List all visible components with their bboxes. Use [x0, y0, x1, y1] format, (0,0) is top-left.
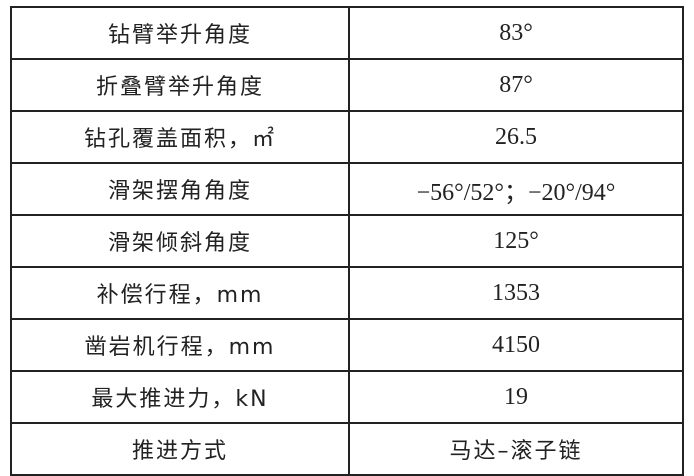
- table-row: 推进方式 马达–滚子链: [10, 422, 684, 476]
- table-row: 最大推进力，kN 19: [10, 370, 684, 424]
- param-cell: 钻臂举升角度: [10, 6, 350, 60]
- table-row: 滑架倾斜角度 125°: [10, 214, 684, 268]
- param-cell: 最大推进力，kN: [10, 370, 350, 424]
- table-row: 钻臂举升角度 83°: [10, 6, 684, 60]
- value-cell: 19: [348, 370, 684, 424]
- value-cell: 87°: [348, 58, 684, 112]
- param-cell: 滑架倾斜角度: [10, 214, 350, 268]
- spec-table: 钻臂举升角度 83° 折叠臂举升角度 87° 钻孔覆盖面积，㎡ 26.5 滑架摆角角度…: [10, 6, 684, 476]
- value-cell: 26.5: [348, 110, 684, 164]
- value-cell: 125°: [348, 214, 684, 268]
- param-cell: 推进方式: [10, 422, 350, 476]
- value-cell: 马达–滚子链: [348, 422, 684, 476]
- spec-table-body: 钻臂举升角度 83° 折叠臂举升角度 87° 钻孔覆盖面积，㎡ 26.5 滑架摆角角度…: [10, 6, 684, 476]
- table-row: 钻孔覆盖面积，㎡ 26.5: [10, 110, 684, 164]
- value-cell: 4150: [348, 318, 684, 372]
- param-cell: 补偿行程，mm: [10, 266, 350, 320]
- table-row: 滑架摆角角度 −56°/52°；−20°/94°: [10, 162, 684, 216]
- param-cell: 凿岩机行程，mm: [10, 318, 350, 372]
- value-cell: 1353: [348, 266, 684, 320]
- value-cell: 83°: [348, 6, 684, 60]
- table-row: 折叠臂举升角度 87°: [10, 58, 684, 112]
- param-cell: 折叠臂举升角度: [10, 58, 350, 112]
- param-cell: 滑架摆角角度: [10, 162, 350, 216]
- table-row: 补偿行程，mm 1353: [10, 266, 684, 320]
- table-row: 凿岩机行程，mm 4150: [10, 318, 684, 372]
- param-cell: 钻孔覆盖面积，㎡: [10, 110, 350, 164]
- value-cell: −56°/52°；−20°/94°: [348, 162, 684, 216]
